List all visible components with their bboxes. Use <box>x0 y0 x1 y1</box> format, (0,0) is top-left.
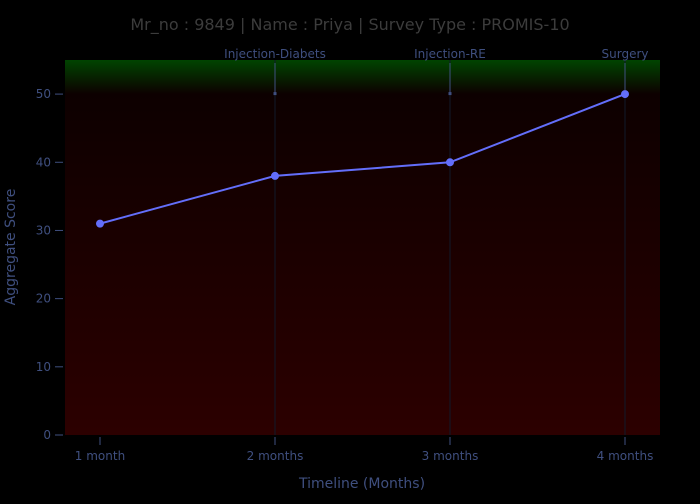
data-point[interactable] <box>621 90 629 99</box>
y-axis: 0 10 20 30 40 50 <box>36 87 63 442</box>
x-axis-title: Timeline (Months) <box>298 476 425 492</box>
y-tick-label: 30 <box>36 223 51 237</box>
x-tick-label: 3 months <box>422 449 479 463</box>
data-points <box>96 90 629 228</box>
y-axis-title: Aggregate Score <box>3 189 19 306</box>
annotations: Injection-Diabets Injection-RE Surgery <box>224 47 648 435</box>
event-label: Injection-Diabets <box>224 47 326 61</box>
plot-background <box>65 60 660 435</box>
y-tick-label: 0 <box>43 428 51 442</box>
series-line <box>99 93 626 225</box>
x-tick-label: 1 month <box>75 449 125 463</box>
event-arrow-head <box>273 92 277 96</box>
x-tick-label: 2 months <box>247 449 304 463</box>
x-tick-label: 4 months <box>597 449 654 463</box>
event-arrow-head <box>448 92 452 96</box>
data-point[interactable] <box>446 158 454 167</box>
data-point[interactable] <box>96 219 104 228</box>
y-tick-label: 10 <box>36 360 51 374</box>
event-label: Surgery <box>602 47 649 61</box>
data-point[interactable] <box>271 171 279 180</box>
x-axis: 1 month 2 months 3 months 4 months <box>75 437 654 463</box>
y-tick-label: 40 <box>36 155 51 169</box>
chart-title: Mr_no : 9849 | Name : Priya | Survey Typ… <box>130 15 569 35</box>
y-tick-label: 50 <box>36 87 51 101</box>
y-tick-label: 20 <box>36 292 51 306</box>
event-label: Injection-RE <box>414 47 486 61</box>
